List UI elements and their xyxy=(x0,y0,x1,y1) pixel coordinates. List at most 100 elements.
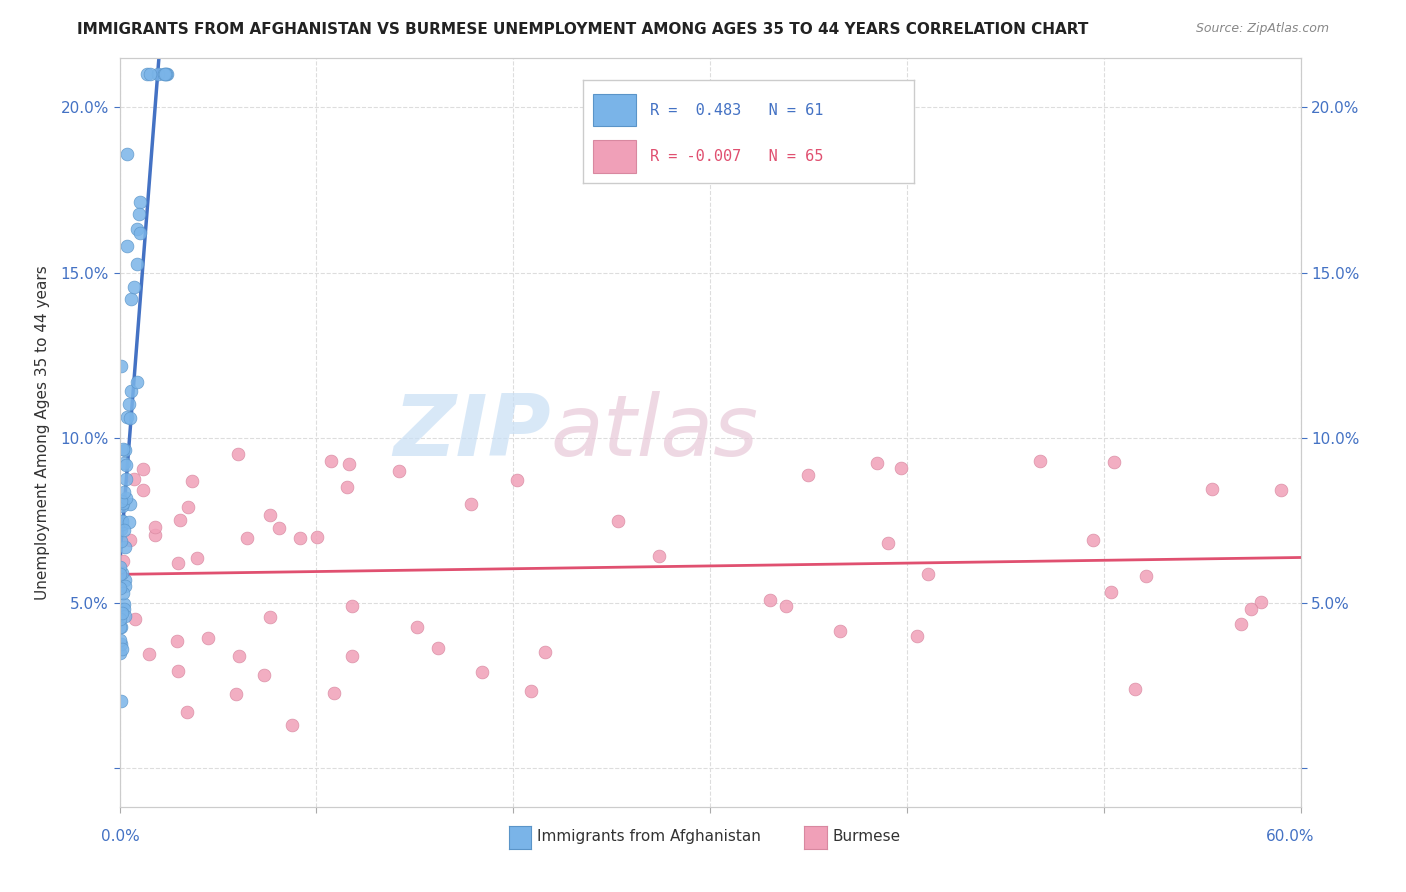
Point xyxy=(114,579,136,593)
Point xyxy=(1201,483,1223,497)
Point xyxy=(460,496,482,510)
Point xyxy=(117,397,139,411)
Point xyxy=(114,608,136,623)
Point xyxy=(145,528,167,542)
Point xyxy=(129,194,152,209)
Point xyxy=(342,599,364,614)
Point xyxy=(110,522,132,536)
Point xyxy=(112,484,135,499)
Point xyxy=(111,496,134,510)
Point xyxy=(111,606,134,620)
FancyBboxPatch shape xyxy=(593,94,637,127)
Point xyxy=(176,705,198,719)
Point xyxy=(342,649,364,664)
Point xyxy=(114,442,136,457)
Point xyxy=(323,686,346,700)
Point xyxy=(110,516,132,531)
Point xyxy=(427,640,450,655)
Point xyxy=(259,609,281,624)
Point xyxy=(166,634,188,648)
Point xyxy=(1240,602,1263,616)
Point xyxy=(775,599,797,613)
Point xyxy=(124,612,146,626)
Text: atlas: atlas xyxy=(551,391,759,475)
Point xyxy=(112,456,135,470)
Point xyxy=(267,521,290,535)
Point xyxy=(122,279,145,293)
Point xyxy=(110,694,132,708)
Point xyxy=(132,462,155,476)
Point xyxy=(253,667,276,681)
Point xyxy=(136,68,159,82)
Point xyxy=(197,631,219,645)
Point xyxy=(156,68,179,82)
Point xyxy=(519,684,541,698)
Point xyxy=(228,649,250,664)
Point xyxy=(1125,682,1147,697)
Point xyxy=(1029,453,1052,467)
Point xyxy=(138,647,160,661)
Point xyxy=(110,494,132,508)
Point xyxy=(128,227,150,241)
Point xyxy=(226,447,249,461)
Point xyxy=(876,536,898,550)
Point xyxy=(112,523,135,537)
Point xyxy=(117,239,139,253)
Point xyxy=(471,665,494,680)
Text: IMMIGRANTS FROM AFGHANISTAN VS BURMESE UNEMPLOYMENT AMONG AGES 35 TO 44 YEARS CO: IMMIGRANTS FROM AFGHANISTAN VS BURMESE U… xyxy=(77,22,1088,37)
Point xyxy=(108,566,131,581)
Text: 60.0%: 60.0% xyxy=(1267,830,1315,844)
Text: R = -0.007   N = 65: R = -0.007 N = 65 xyxy=(650,149,823,164)
Text: ZIP: ZIP xyxy=(392,391,551,475)
Point xyxy=(127,257,149,271)
Point xyxy=(797,467,820,482)
Point xyxy=(112,602,135,616)
Point xyxy=(110,581,132,595)
Point xyxy=(120,533,142,548)
Point xyxy=(111,500,134,514)
Point xyxy=(111,514,134,528)
Point xyxy=(319,453,342,467)
Text: Immigrants from Afghanistan: Immigrants from Afghanistan xyxy=(537,830,761,844)
Point xyxy=(110,620,132,634)
Point xyxy=(108,633,131,648)
Point xyxy=(108,612,131,626)
Point xyxy=(114,540,136,554)
Point xyxy=(112,554,135,568)
Point xyxy=(307,530,329,544)
Point xyxy=(115,491,138,505)
Point xyxy=(125,375,148,389)
Text: Burmese: Burmese xyxy=(832,830,900,844)
Point xyxy=(336,480,359,494)
Point xyxy=(122,471,145,485)
Point xyxy=(166,664,188,678)
Point xyxy=(112,442,135,457)
Point xyxy=(506,473,529,487)
Point xyxy=(288,531,311,545)
Point xyxy=(405,620,427,634)
Point xyxy=(111,514,134,528)
Point xyxy=(112,597,135,611)
Point xyxy=(153,68,176,82)
Point xyxy=(1270,483,1292,497)
Point xyxy=(111,586,134,600)
Text: R =  0.483   N = 61: R = 0.483 N = 61 xyxy=(650,103,823,118)
Point xyxy=(120,410,142,425)
Point xyxy=(115,472,138,486)
Point xyxy=(110,359,132,374)
Point xyxy=(117,146,139,161)
Point xyxy=(828,624,851,639)
Point xyxy=(388,464,411,478)
Point xyxy=(169,513,191,527)
Point xyxy=(152,68,174,82)
Point xyxy=(143,520,166,534)
Point xyxy=(128,207,150,221)
Point xyxy=(236,532,259,546)
Point xyxy=(181,475,204,489)
Point xyxy=(1250,595,1272,609)
Point xyxy=(905,629,928,643)
Point xyxy=(108,560,131,574)
Point xyxy=(125,221,148,235)
Point xyxy=(114,573,136,587)
Point xyxy=(111,642,134,657)
